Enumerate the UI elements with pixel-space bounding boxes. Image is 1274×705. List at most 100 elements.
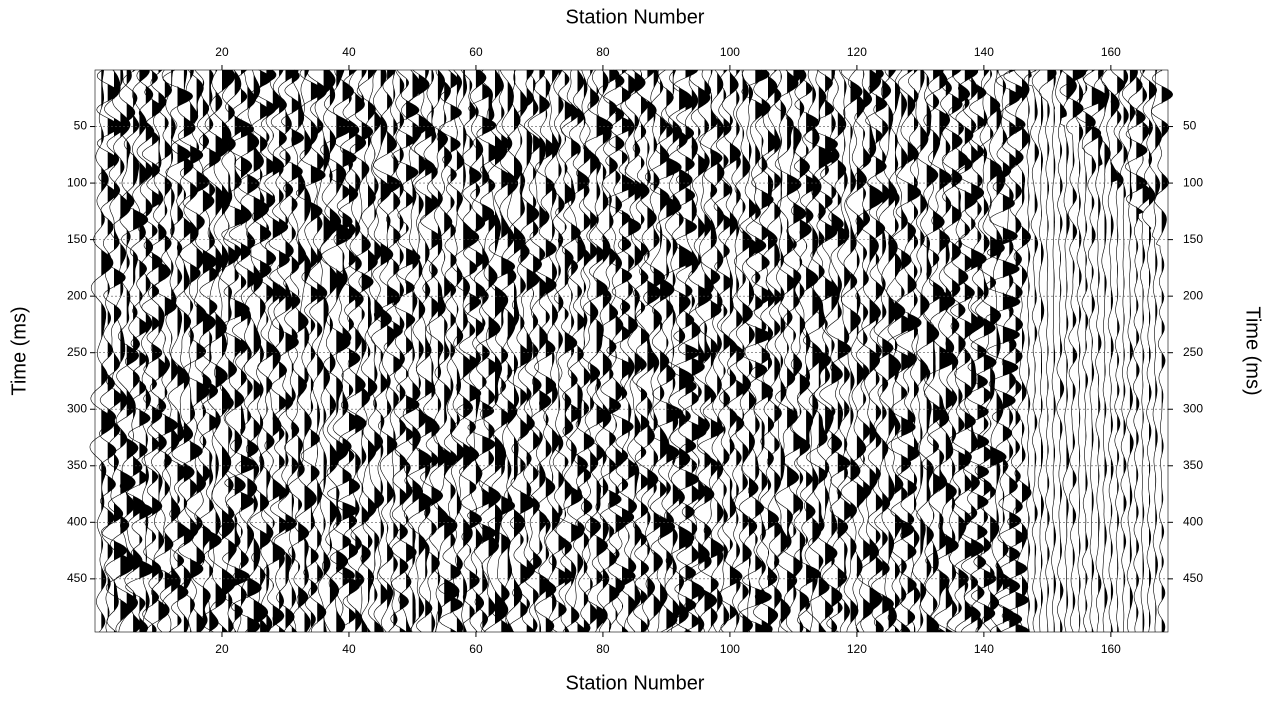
trace-fill [374,70,384,632]
trace-fill [920,70,930,632]
trace-fill [831,70,844,632]
trace-line [836,69,854,633]
trace-line [119,69,149,633]
trace-line [557,69,584,633]
x-tick-label-top: 140 [974,45,994,59]
trace-line [643,69,666,633]
x-tick-label-top: 40 [342,45,356,59]
trace-fill [418,70,433,632]
trace-fill [450,70,463,632]
trace-fill [393,70,403,632]
y-tick-label-left: 200 [67,288,87,302]
trace-fill [387,70,401,632]
trace-fill [1060,70,1067,632]
trace-line [1059,69,1087,633]
trace-fill [679,70,695,632]
trace-fill [260,70,272,632]
trace-line [364,69,385,633]
trace-fill [939,70,956,632]
trace-line [1055,69,1067,633]
trace-line [713,69,733,633]
y-axis-title-left: Time (ms) [8,306,30,395]
trace-line [950,69,979,633]
trace-line [970,69,997,633]
trace-line [977,69,1007,633]
trace-line [527,69,552,633]
trace-fill [571,70,584,632]
trace-fill [615,70,627,632]
x-tick-label-top: 120 [847,45,867,59]
x-tick-label-bottom: 20 [215,642,229,656]
trace-fill [666,70,684,632]
trace-line [237,69,270,633]
trace-fill [152,70,163,632]
trace-fill [596,70,613,632]
trace-line [731,70,753,633]
trace-fill [1149,70,1157,632]
trace-line [754,69,779,633]
trace-fill [1136,70,1148,632]
trace-line [644,69,675,633]
trace-line [593,69,612,633]
trace-line [661,69,695,633]
trace-line [914,69,940,633]
trace-fill [698,70,712,632]
trace-fill [463,70,476,632]
trace-fill [380,70,393,632]
trace-fill [158,70,171,632]
trace-line [1076,69,1107,633]
trace-fill [507,70,518,632]
trace-line [262,69,286,633]
y-tick-label-left: 50 [74,119,88,133]
trace-line [523,69,543,633]
trace-line [807,69,839,633]
trace-line [717,69,743,633]
trace-line [414,69,438,633]
trace-fill [914,70,920,632]
trace-fill [545,70,557,632]
trace-fill [577,70,590,632]
y-tick-label-left: 400 [67,514,87,528]
trace-line [854,69,874,633]
trace-line [933,69,959,633]
trace-fill [641,70,650,632]
trace-fill [533,70,542,632]
trace-fill [1015,70,1030,632]
trace-fill [971,70,987,632]
trace-fill [412,70,423,632]
trace-fill [660,70,675,632]
trace-line [320,69,354,633]
trace-line [710,69,725,633]
trace-fill [342,70,358,632]
trace-fill [990,70,1007,632]
trace-line [433,70,460,633]
trace-fill [1098,70,1106,632]
trace-line [603,69,627,633]
trace-fill [825,70,838,632]
trace-line [840,69,863,633]
trace-fill [933,70,945,632]
trace-fill [120,70,136,632]
trace-fill [647,70,661,632]
trace-fill [431,70,443,632]
x-tick-label-top: 160 [1101,45,1121,59]
x-tick-label-bottom: 120 [847,642,867,656]
trace-fill [114,70,127,632]
trace-line [391,69,421,633]
trace-fill [298,70,309,632]
trace-line [678,69,707,633]
trace-fill [761,70,774,632]
trace-line [1023,69,1040,633]
y-tick-label-right: 350 [1183,458,1203,472]
trace-line [218,70,240,633]
trace-fill [526,70,540,632]
trace-line [105,69,136,633]
trace-fill [444,70,460,632]
trace-fill [183,70,196,632]
trace-line [1013,69,1032,633]
trace-line [819,69,844,633]
x-tick-label-bottom: 80 [596,642,610,656]
trace-fill [1034,70,1039,632]
trace-line [957,69,987,633]
